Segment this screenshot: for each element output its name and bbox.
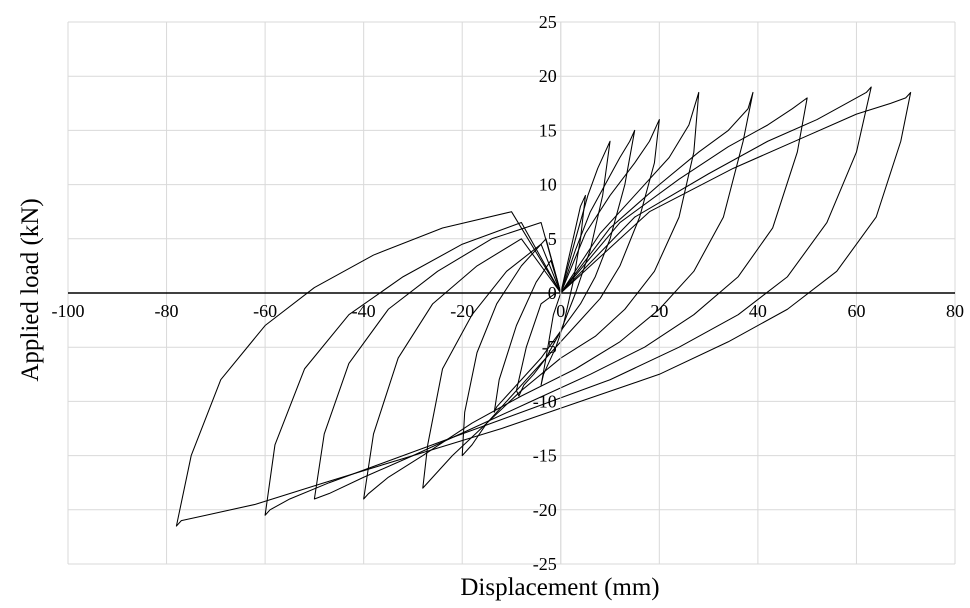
axis-layer: -100 -80 -60 -40 -20 0 20 40 60 80 -25 -20 -15 -10 -5 0… (52, 12, 965, 574)
y-tick-label: 25 (539, 12, 557, 32)
hysteresis-loop-9 (175, 91, 912, 527)
x-tick-label: -100 (52, 301, 85, 321)
x-tick-label: 40 (749, 301, 767, 321)
x-tick-label: 0 (556, 301, 565, 321)
y-tick-label: -10 (533, 391, 557, 411)
x-tick-label: -60 (253, 301, 277, 321)
y-tick-label: -20 (533, 500, 557, 520)
hysteresis-loop-3 (493, 129, 636, 413)
x-tick-label: 60 (847, 301, 865, 321)
hysteresis-loop-2 (515, 140, 611, 397)
x-tick-label: -80 (155, 301, 179, 321)
x-tick-label: -40 (352, 301, 376, 321)
y-tick-label: -25 (533, 554, 557, 574)
y-tick-label: -15 (533, 446, 557, 466)
y-tick-label: 15 (539, 120, 557, 140)
x-axis-title: Displacement (mm) (460, 574, 659, 601)
hysteresis-loop-8 (264, 86, 872, 516)
y-tick-label: 5 (548, 229, 557, 249)
y-tick-label: 0 (548, 283, 557, 303)
x-tick-label: -20 (450, 301, 474, 321)
x-tick-label: 20 (650, 301, 668, 321)
label-layer: Displacement (mm) Applied load (kN) (17, 198, 660, 601)
hysteresis-loop-6 (363, 91, 754, 500)
y-axis-title: Applied load (kN) (17, 198, 44, 381)
y-tick-label: -5 (542, 337, 557, 357)
y-tick-label: 10 (539, 175, 557, 195)
y-tick-label: 20 (539, 66, 557, 86)
x-tick-label: 80 (946, 301, 964, 321)
